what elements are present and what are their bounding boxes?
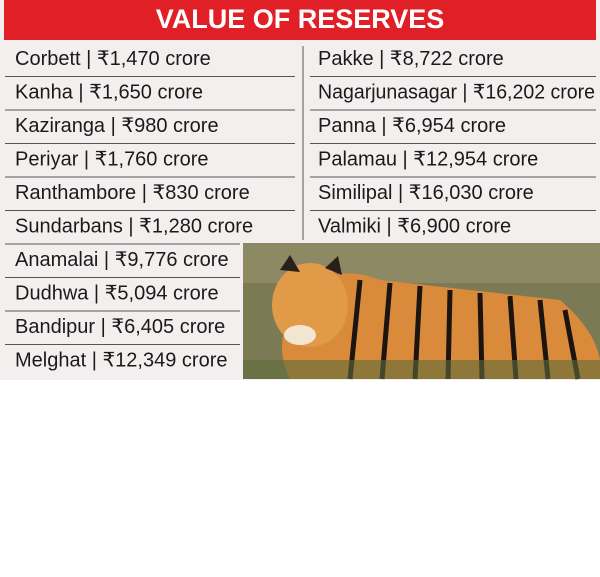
header-bar bbox=[4, 0, 596, 40]
reserve-entry: Kaziranga | ₹980 crore bbox=[15, 115, 219, 137]
reserve-entry: Anamalai | ₹9,776 crore bbox=[15, 249, 229, 271]
reserve-entry: Pakke | ₹8,722 crore bbox=[318, 48, 504, 70]
reserve-entry: Sundarbans | ₹1,280 crore bbox=[15, 216, 253, 238]
reserve-entry: Dudhwa | ₹5,094 crore bbox=[15, 283, 219, 305]
header-title: VALUE OF RESERVES bbox=[156, 4, 445, 34]
reserve-entry: Similipal | ₹16,030 crore bbox=[318, 182, 534, 204]
reserve-entry: Palamau | ₹12,954 crore bbox=[318, 149, 538, 171]
reserve-entry: Bandipur | ₹6,405 crore bbox=[15, 316, 225, 338]
reserve-entry: Melghat | ₹12,349 crore bbox=[15, 350, 227, 372]
reserve-entry: Periyar | ₹1,760 crore bbox=[15, 149, 209, 171]
reserve-entry: Panna | ₹6,954 crore bbox=[318, 115, 506, 137]
reserve-entry: Kanha | ₹1,650 crore bbox=[15, 82, 203, 104]
reserve-entry: Ranthambore | ₹830 crore bbox=[15, 182, 250, 204]
tiger-photo bbox=[243, 243, 600, 380]
reserve-entry: Corbett | ₹1,470 crore bbox=[15, 48, 211, 70]
reserve-entry: Valmiki | ₹6,900 crore bbox=[318, 216, 511, 238]
reserve-entry: Nagarjunasagar | ₹16,202 crore bbox=[318, 82, 595, 104]
